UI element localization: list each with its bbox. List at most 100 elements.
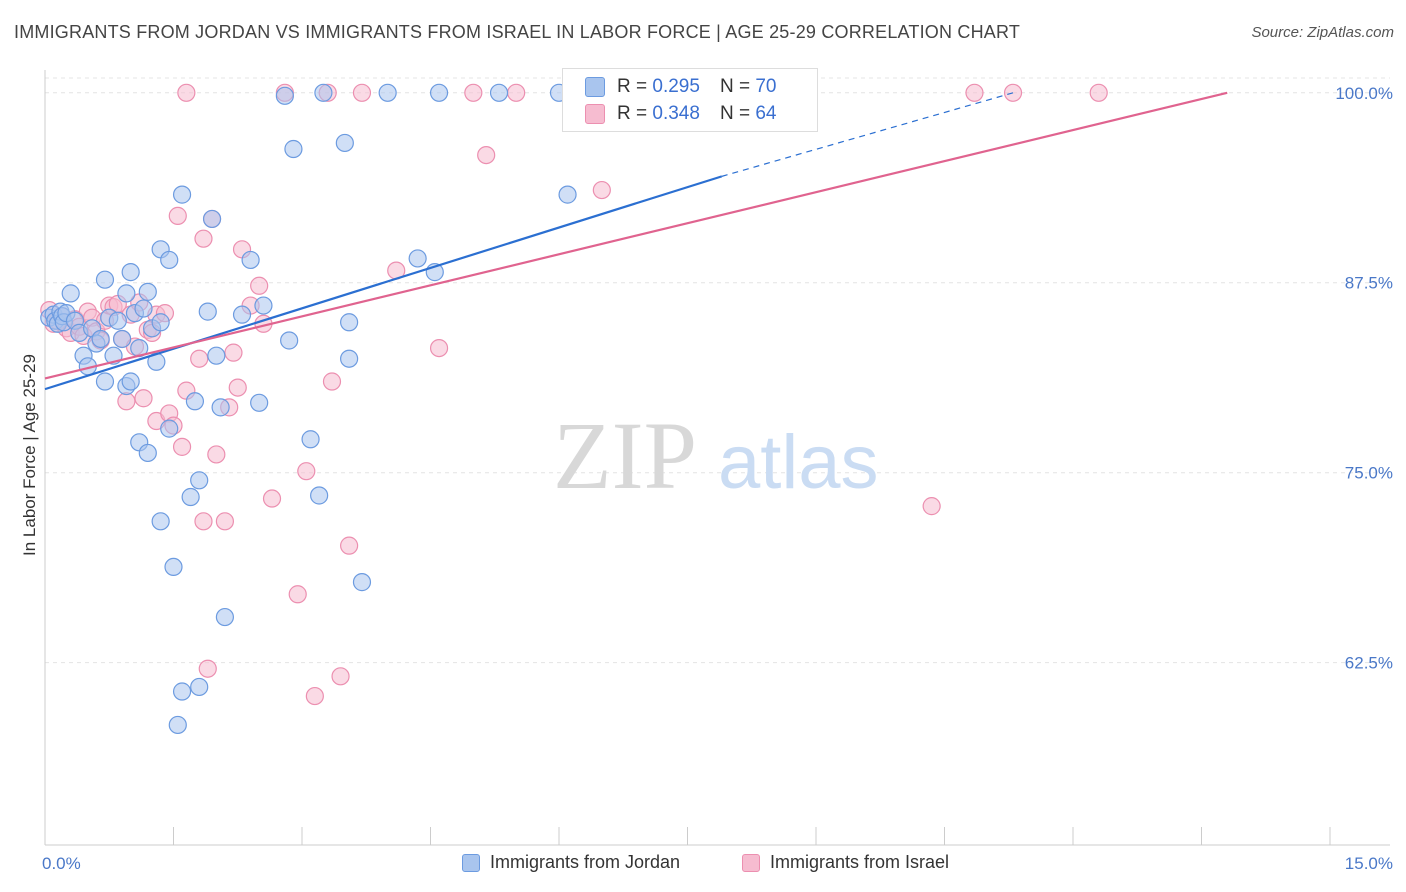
- jordan-point-64: [340, 349, 359, 368]
- jordan-point-8: [61, 284, 80, 303]
- jordan-point-57: [280, 331, 299, 350]
- jordan-point-58: [284, 139, 303, 159]
- grid-lines: [45, 77, 1390, 664]
- jordan-point-45: [190, 471, 209, 490]
- israel-point-30: [168, 206, 187, 225]
- jordan-point-48: [202, 209, 222, 229]
- jordan-point-54: [250, 393, 269, 412]
- jordan-point-38: [160, 419, 179, 438]
- stats-row-jordan: R = 0.295 N = 70: [585, 74, 776, 100]
- jordan-point-42: [172, 185, 192, 204]
- source-label: Source: ZipAtlas.com: [1251, 24, 1394, 41]
- israel-point-36: [194, 229, 213, 248]
- israel-point-51: [297, 462, 316, 481]
- jordan-point-56: [275, 86, 294, 105]
- y-tick-label-2: 75.0%: [1345, 464, 1393, 483]
- jordan-n-label: N =: [719, 76, 751, 97]
- israel-swatch: [585, 104, 605, 124]
- israel-point-34: [190, 349, 209, 368]
- israel-point-39: [207, 445, 226, 464]
- israel-point-43: [228, 378, 247, 397]
- israel-trend-line: [44, 91, 1228, 380]
- stats-row-israel: R = 0.348 N = 64: [585, 101, 776, 127]
- legend-jordan-swatch: [462, 853, 480, 872]
- israel-n-label: N =: [719, 103, 751, 124]
- israel-point-50: [288, 585, 307, 604]
- jordan-point-69: [429, 83, 449, 102]
- chart-title: IMMIGRANTS FROM JORDAN VS IMMIGRANTS FRO…: [14, 22, 1021, 42]
- jordan-point-37: [160, 250, 179, 270]
- israel-point-31: [172, 437, 192, 456]
- israel-r-label: R =: [617, 103, 648, 124]
- x-tick-label-0: 0.0%: [42, 854, 81, 873]
- jordan-point-60: [310, 486, 329, 505]
- jordan-point-40: [168, 715, 187, 735]
- axes: [44, 70, 1390, 846]
- legend-israel-label: Immigrants from Israel: [770, 852, 950, 872]
- israel-point-61: [477, 145, 496, 165]
- jordan-point-50: [211, 398, 230, 417]
- israel-point-37: [198, 659, 217, 678]
- legend-item-jordan[interactable]: Immigrants from Jordan: [462, 852, 680, 873]
- legend-item-israel[interactable]: Immigrants from Israel: [742, 852, 949, 873]
- jordan-swatch: [585, 77, 605, 97]
- trend-lines: [44, 91, 1228, 391]
- bottom-legend: Immigrants from Jordan Immigrants from I…: [0, 852, 1406, 878]
- israel-point-62: [507, 83, 526, 102]
- jordan-point-62: [335, 133, 354, 153]
- jordan-trend-line: [44, 175, 723, 391]
- watermark-zip: ZIP: [553, 402, 697, 509]
- israel-point-42: [224, 343, 243, 362]
- israel-point-18: [117, 392, 136, 411]
- jordan-point-39: [164, 557, 183, 577]
- israel-point-35: [194, 512, 213, 531]
- jordan-point-35: [151, 313, 170, 332]
- jordan-point-70: [489, 83, 509, 102]
- jordan-point-72: [558, 185, 577, 204]
- israel-point-22: [134, 389, 153, 408]
- israel-n-value: 64: [755, 103, 777, 124]
- jordan-point-20: [108, 311, 127, 330]
- y-tick-label-3: 62.5%: [1345, 654, 1393, 673]
- israel-r-value: 0.348: [652, 103, 700, 124]
- jordan-r-value: 0.295: [652, 76, 700, 97]
- legend-jordan-label: Immigrants from Jordan: [490, 852, 681, 872]
- israel-point-55: [331, 667, 350, 686]
- israel-point-59: [429, 338, 449, 358]
- jordan-point-67: [408, 249, 427, 268]
- israel-point-52: [305, 686, 324, 706]
- israel-point-40: [215, 512, 234, 531]
- israel-point-60: [464, 83, 483, 102]
- x-tick-labels: 0.0% 15.0%: [42, 854, 1393, 873]
- jordan-point-51: [215, 607, 234, 627]
- jordan-point-18: [95, 270, 115, 289]
- jordan-point-59: [301, 430, 320, 449]
- jordan-point-30: [138, 282, 157, 301]
- israel-point-65: [965, 83, 984, 102]
- jordan-series: [40, 83, 706, 735]
- watermark: ZIP atlas: [553, 402, 879, 509]
- israel-point-46: [250, 276, 269, 295]
- jordan-point-66: [378, 83, 397, 102]
- israel-point-66: [1003, 83, 1023, 102]
- jordan-point-31: [138, 443, 157, 463]
- y-tick-label-0: 100.0%: [1335, 84, 1393, 103]
- jordan-point-24: [121, 263, 140, 282]
- jordan-point-34: [151, 512, 170, 531]
- israel-point-67: [1089, 83, 1108, 102]
- israel-point-56: [340, 536, 359, 555]
- jordan-point-15: [91, 329, 110, 349]
- jordan-point-63: [340, 313, 359, 332]
- jordan-point-29: [134, 299, 153, 318]
- jordan-point-46: [190, 677, 209, 697]
- x-tick-label-1: 15.0%: [1345, 854, 1393, 873]
- jordan-point-44: [185, 392, 205, 411]
- jordan-n-value: 70: [755, 76, 777, 97]
- israel-point-57: [352, 83, 372, 102]
- israel-point-54: [322, 372, 342, 391]
- israel-point-33: [177, 83, 196, 102]
- jordan-point-23: [117, 284, 136, 303]
- jordan-point-16: [95, 372, 115, 391]
- jordan-point-47: [198, 302, 217, 321]
